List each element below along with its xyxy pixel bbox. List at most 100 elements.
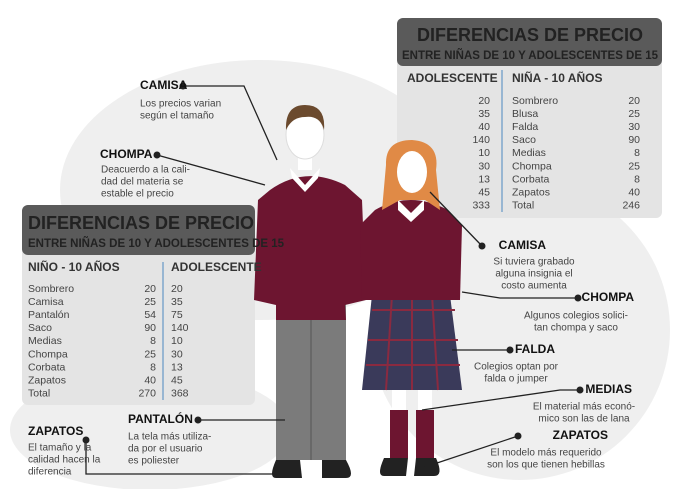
table-cell: 25: [628, 108, 640, 120]
table-cell: Camisa: [28, 296, 64, 308]
annotation-text: da por el usuario: [128, 444, 203, 455]
table-cell: 45: [478, 186, 490, 198]
table-header: [397, 18, 662, 66]
column-header: ADOLESCENTE: [407, 71, 498, 85]
column-header: ADOLESCENTE: [171, 260, 262, 274]
table-cell: 20: [478, 95, 490, 107]
table-cell: 140: [472, 134, 490, 146]
table-cell: 30: [171, 348, 183, 360]
table-cell: Chompa: [512, 160, 552, 172]
table-cell: 54: [144, 309, 156, 321]
annotation-title: MEDIAS: [585, 382, 632, 396]
table-title: DIFERENCIAS DE PRECIO: [417, 25, 643, 45]
table-cell: 13: [171, 361, 183, 373]
table-cell: 270: [138, 388, 156, 400]
table-cell: 8: [150, 335, 156, 347]
annotation-title: FALDA: [515, 342, 555, 356]
table-cell: 20: [628, 95, 640, 107]
table-cell: 10: [171, 335, 183, 347]
annotation-text: costo aumenta: [501, 281, 567, 292]
table-cell: Blusa: [512, 108, 538, 120]
annotation-text: diferencia: [28, 467, 72, 478]
table-cell: 45: [171, 374, 183, 386]
table-cell: 140: [171, 322, 189, 334]
table-cell: 20: [171, 283, 183, 295]
table-cell: 246: [622, 200, 640, 212]
table-cell: Corbata: [512, 173, 550, 185]
table-cell: 40: [144, 374, 156, 386]
table-cell: 8: [150, 361, 156, 373]
table-header: [22, 205, 255, 255]
annotation-title: CAMISA: [499, 238, 547, 252]
table-cell: 35: [478, 108, 490, 120]
table-cell: 10: [478, 147, 490, 159]
table-cell: 90: [628, 134, 640, 146]
table-cell: 30: [628, 121, 640, 133]
annotation-text: La tela más utiliza-: [128, 432, 211, 443]
table-cell: 90: [144, 322, 156, 334]
column-header: NIÑO - 10 AÑOS: [28, 259, 120, 274]
table-cell: Falda: [512, 121, 538, 133]
annotation-text: falda o jumper: [484, 374, 548, 385]
annotation-text: estable el precio: [101, 189, 174, 200]
table-box: [397, 18, 662, 218]
table-cell: Chompa: [28, 348, 68, 360]
annotation-title: CHOMPA: [100, 147, 153, 161]
table-title: DIFERENCIAS DE PRECIO: [28, 213, 254, 233]
girl-figure: [360, 140, 462, 476]
annotation-text: calidad hacen la: [28, 455, 101, 466]
table-cell: Total: [28, 388, 50, 400]
annotation-text: Deacuerdo a la cali-: [101, 165, 190, 176]
table-cell: 25: [144, 296, 156, 308]
table-cell: Sombrero: [28, 283, 74, 295]
annotation-text: Si tuviera grabado: [493, 257, 575, 268]
table-cell: 25: [144, 348, 156, 360]
annotation-text: mico son las de lana: [538, 414, 630, 425]
annotation-text: Los precios varian: [140, 99, 221, 110]
annotation-title: PANTALÓN: [128, 411, 193, 426]
annotation-text: según el tamaño: [140, 111, 214, 122]
table-cell: Corbata: [28, 361, 66, 373]
table-cell: Saco: [512, 134, 536, 146]
table-cell: 40: [628, 186, 640, 198]
table-subtitle: ENTRE NIÑAS DE 10 Y ADOLESCENTES DE 15: [402, 49, 659, 62]
table-cell: Medias: [28, 335, 62, 347]
table-cell: 30: [478, 160, 490, 172]
table-cell: 333: [472, 200, 490, 212]
table-cell: 8: [634, 147, 640, 159]
table-subtitle: ENTRE NIÑAS DE 10 Y ADOLESCENTES DE 15: [28, 237, 285, 250]
table-cell: Saco: [28, 322, 52, 334]
table-cell: 25: [628, 160, 640, 172]
table-cell: Zapatos: [512, 186, 550, 198]
table-cell: Medias: [512, 147, 546, 159]
table-cell: Total: [512, 200, 534, 212]
leader-lines: [82, 82, 584, 475]
table-cell: 8: [634, 173, 640, 185]
annotation-text: Algunos colegios solici-: [524, 311, 628, 322]
annotation-text: alguna insignia el: [495, 269, 572, 280]
annotation-text: son los que tienen hebillas: [487, 460, 605, 471]
annotation-text: dad del materia se: [101, 177, 184, 188]
table-cell: Sombrero: [512, 95, 558, 107]
annotation-text: El material más econó-: [533, 402, 635, 413]
column-header: NIÑA - 10 AÑOS: [512, 70, 602, 85]
table-cell: 20: [144, 283, 156, 295]
table-cell: 40: [478, 121, 490, 133]
table-cell: 75: [171, 309, 183, 321]
table-cell: 35: [171, 296, 183, 308]
annotation-text: El modelo más requerido: [490, 448, 602, 459]
table-cell: Zapatos: [28, 374, 66, 386]
annotation-text: es poliester: [128, 456, 180, 467]
annotation-text: tan chompa y saco: [534, 323, 618, 334]
boy-figure: [254, 105, 366, 478]
annotation-title: ZAPATOS: [553, 428, 608, 442]
annotation-title: CAMISA: [140, 78, 188, 92]
annotation-title: CHOMPA: [582, 290, 635, 304]
annotation-title: ZAPATOS: [28, 424, 83, 438]
table-cell: 368: [171, 388, 189, 400]
table-cell: Pantalón: [28, 309, 70, 321]
table-cell: 13: [478, 173, 490, 185]
annotation-text: Colegios optan por: [474, 362, 559, 373]
annotation-text: El tamaño y la: [28, 443, 92, 454]
